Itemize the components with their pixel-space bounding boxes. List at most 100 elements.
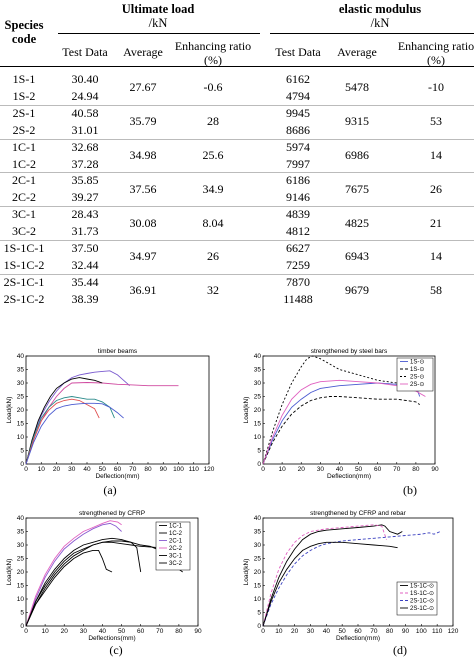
x-tick-label: 30 <box>68 466 76 473</box>
group-divider <box>0 172 474 174</box>
y-tick-label: 10 <box>254 434 262 441</box>
species-code-cell: 2S-1C-2 <box>3 291 45 306</box>
species-header: Species code <box>4 18 44 46</box>
x-axis-label: Deflections(mm) <box>88 635 135 642</box>
plot-frame <box>25 355 210 465</box>
y-tick-label: 35 <box>17 529 25 536</box>
x-tick-label: 50 <box>355 466 363 473</box>
modulus-average-cell: 9679 <box>345 283 369 298</box>
x-tick-label: 120 <box>204 466 215 473</box>
y-tick-label: 5 <box>257 448 261 455</box>
modulus-ratio-cell: 14 <box>430 249 442 264</box>
legend-entry: 3C-2 <box>169 561 183 567</box>
y-tick-label: 0 <box>257 461 261 468</box>
modulus-test-cell: 4839 <box>286 207 310 222</box>
species-code-cell: 1S-1 <box>12 72 36 86</box>
modulus-test-cell: 6186 <box>286 173 310 188</box>
legend <box>155 521 191 571</box>
load-average-cell: 34.98 <box>129 148 157 163</box>
y-tick-label: 20 <box>17 569 25 576</box>
chart-panel-d: strengthened by CFRP and rebar 0 10 20 30 40 5… <box>237 498 474 644</box>
y-tick-label: 35 <box>254 367 262 374</box>
legend-entry: 2C-1 <box>169 539 183 545</box>
header-rule-load <box>58 33 260 34</box>
load-test-cell: 31.01 <box>71 122 99 137</box>
x-tick-label: 70 <box>393 466 401 473</box>
series-line-2 <box>262 396 420 465</box>
chart-panel-c: strengthened by CFRP 0 10 20 30 40 50 60 70 80 90 0… <box>0 498 237 644</box>
y-tick-label: 0 <box>20 623 24 630</box>
x-tick-label: 10 <box>278 466 286 473</box>
modulus-ratio-cell: 26 <box>430 181 442 196</box>
y-tick-label: 25 <box>17 394 25 401</box>
y-tick-label: 25 <box>254 556 262 563</box>
load-test-cell: 37.28 <box>71 156 99 171</box>
x-tick-label: 0 <box>261 628 265 635</box>
load-test-cell: 31.73 <box>71 224 99 239</box>
y-tick-label: 5 <box>20 610 24 617</box>
modulus-ratio-cell: -10 <box>428 80 444 95</box>
y-axis-label: Load(kN) <box>6 397 13 424</box>
modulus-average-cell: 9315 <box>345 114 369 129</box>
y-tick-label: 10 <box>254 596 262 603</box>
y-tick-label: 30 <box>17 380 25 387</box>
legend-entry: 3C-1 <box>169 554 183 560</box>
x-tick-label: 40 <box>83 466 91 473</box>
chart-title: timber beams <box>98 348 138 355</box>
y-tick-label: 30 <box>17 542 25 549</box>
y-tick-label: 15 <box>254 583 262 590</box>
legend-entry: 1C-2 <box>169 531 183 537</box>
caption-c: (c) <box>109 643 123 657</box>
series-line-6 <box>25 402 124 465</box>
y-tick-label: 40 <box>254 515 262 522</box>
x-axis-label: Deflection(mm) <box>95 473 139 480</box>
subheader-test-data: Test Data <box>62 45 108 59</box>
x-tick-label: 110 <box>432 628 443 635</box>
x-tick-label: 50 <box>99 466 107 473</box>
modulus-average-cell: 6986 <box>345 148 369 163</box>
species-code-cell: 2S-2 <box>12 122 36 137</box>
load-average-cell: 30.08 <box>129 215 157 230</box>
x-tick-label: 80 <box>386 628 394 635</box>
x-tick-label: 30 <box>317 466 325 473</box>
x-tick-label: 40 <box>323 628 331 635</box>
y-tick-label: 35 <box>254 529 262 536</box>
legend-entry: 2S-1C-⊙ <box>410 599 434 605</box>
y-tick-label: 30 <box>254 542 262 549</box>
y-tick-label: 0 <box>257 623 261 630</box>
group-divider <box>0 273 474 275</box>
load-ratio-cell: -0.6 <box>203 80 223 95</box>
modulus-ratio-cell: 58 <box>430 283 442 298</box>
y-tick-label: 20 <box>17 407 25 414</box>
load-test-cell: 39.27 <box>71 190 99 205</box>
load-test-cell: 40.58 <box>71 105 99 120</box>
x-tick-label: 110 <box>189 466 200 473</box>
group-divider <box>0 138 474 140</box>
modulus-test-cell: 8686 <box>286 122 310 137</box>
modulus-average-cell: 7675 <box>345 181 369 196</box>
modulus-ratio-cell: 21 <box>430 215 442 230</box>
load-test-cell: 30.40 <box>71 72 99 86</box>
x-tick-label: 120 <box>448 628 459 635</box>
modulus-test-cell: 9146 <box>286 190 310 205</box>
species-code-cell: 2C-2 <box>12 190 36 205</box>
y-tick-label: 5 <box>257 610 261 617</box>
load-test-cell: 35.44 <box>71 274 99 289</box>
elastic-modulus-header: elastic modulus <box>338 2 422 16</box>
x-tick-label: 90 <box>402 628 410 635</box>
legend-entry: 1S-1C-⊙ <box>410 584 434 590</box>
y-tick-label: 25 <box>254 394 262 401</box>
x-tick-label: 40 <box>99 628 107 635</box>
legend <box>396 357 434 392</box>
load-average-cell: 35.79 <box>129 114 157 129</box>
y-tick-label: 35 <box>17 367 25 374</box>
x-axis-label: Deflection(mm) <box>327 473 371 480</box>
load-test-cell: 28.43 <box>71 207 99 222</box>
series-line-1 <box>262 524 403 627</box>
y-axis-label: Load(kN) <box>6 559 13 586</box>
series-line-5 <box>25 398 100 465</box>
chart-title: strengthened by CFRP and rebar <box>310 510 406 517</box>
y-tick-label: 0 <box>20 461 24 468</box>
load-test-cell: 32.44 <box>71 257 99 272</box>
modulus-test-cell: 7259 <box>286 257 310 272</box>
